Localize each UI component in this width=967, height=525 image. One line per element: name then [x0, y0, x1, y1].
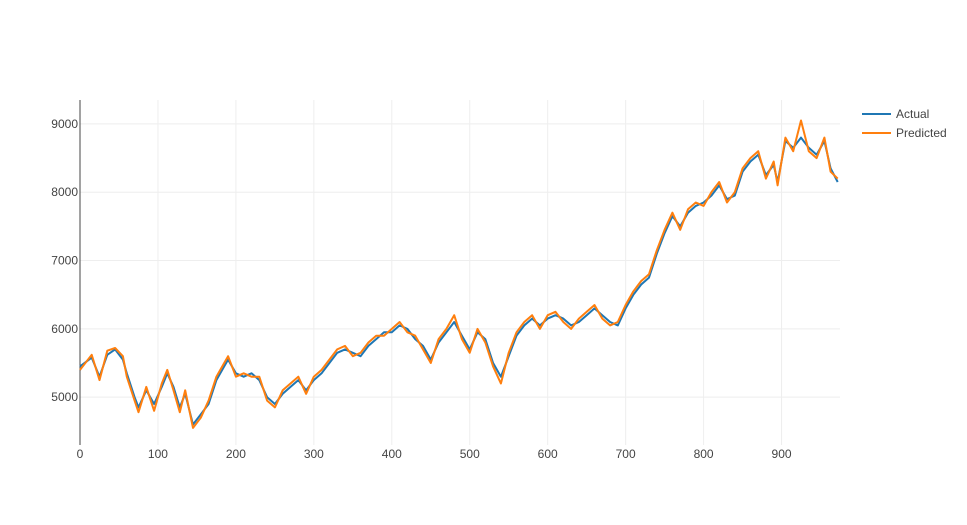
series-line-predicted	[79, 119, 839, 429]
y-tick-label: 6000	[51, 322, 78, 336]
x-tick-label: 300	[304, 447, 324, 461]
legend-label-predicted[interactable]: Predicted	[896, 126, 947, 140]
series-lines	[79, 119, 839, 429]
x-tick-label: 200	[226, 447, 246, 461]
y-tick-label: 7000	[51, 254, 78, 268]
legend: Actual Predicted	[862, 107, 947, 140]
y-tick-label: 8000	[51, 185, 78, 199]
y-tick-labels: 5000 6000 7000 8000 9000	[51, 117, 78, 404]
y-tick-label: 5000	[51, 390, 78, 404]
legend-label-actual[interactable]: Actual	[896, 107, 929, 121]
x-tick-label: 100	[148, 447, 168, 461]
y-tick-label: 9000	[51, 117, 78, 131]
x-tick-label: 800	[694, 447, 714, 461]
x-tick-label: 400	[382, 447, 402, 461]
x-tick-label: 700	[616, 447, 636, 461]
series-line-actual	[79, 136, 839, 426]
x-tick-label: 900	[772, 447, 792, 461]
grid	[79, 100, 840, 445]
x-tick-labels: 0 100 200 300 400 500 600 700 800 900	[77, 447, 792, 461]
x-tick-label: 0	[77, 447, 84, 461]
x-tick-label: 500	[460, 447, 480, 461]
x-tick-label: 600	[538, 447, 558, 461]
